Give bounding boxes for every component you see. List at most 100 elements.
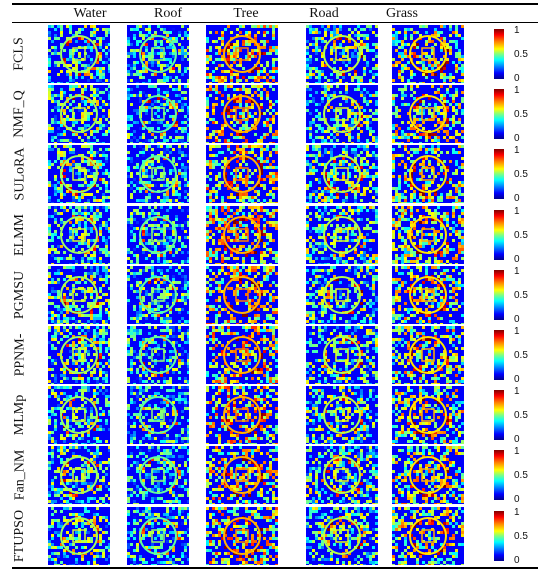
abundance-map-tree: [206, 145, 278, 204]
colorbar-tick-label: 1: [514, 506, 520, 518]
row-label-text: FTUPSO: [12, 509, 28, 562]
colorbar-tick-label: 0.5: [514, 109, 528, 121]
abundance-map-water: [48, 326, 120, 384]
abundance-map-tree: [206, 205, 278, 264]
colorbar-gradient: [494, 330, 504, 380]
abundance-map-roof: [127, 145, 199, 204]
abundance-map-grass: [392, 326, 464, 384]
abundance-map-water: [48, 25, 120, 83]
column-header-water: Water: [73, 6, 107, 21]
table-bottom-rule: [12, 567, 538, 569]
colorbar-tick-label: 0.5: [514, 169, 528, 181]
abundance-map-tree: [206, 265, 278, 324]
colorbar-gradient: [494, 149, 504, 200]
abundance-map-tree: [206, 506, 278, 565]
row-label: Fan_NM: [0, 445, 40, 505]
colorbar-tick-label: 0.5: [514, 350, 528, 361]
row-label: FTUPSO: [0, 506, 40, 566]
colorbar: 1 0.5 0: [492, 446, 550, 505]
colorbar-tick-label: 0: [514, 253, 520, 265]
colorbar-gradient: [494, 269, 504, 320]
colorbar-tick-label: 0: [514, 313, 520, 325]
colorbar-gradient: [494, 450, 504, 501]
abundance-map-water: [48, 446, 120, 505]
colorbar-gradient: [494, 209, 504, 260]
colorbar-tick-label: 0.5: [514, 49, 528, 60]
abundance-map-tree: [206, 326, 278, 384]
colorbar-tick-label: 0.5: [514, 530, 528, 542]
abundance-map-grass: [392, 265, 464, 324]
colorbar-tick-label: 1: [514, 25, 520, 36]
abundance-map-road: [306, 265, 378, 324]
abundance-map-water: [48, 386, 120, 445]
abundance-map-tree: [206, 25, 278, 83]
row-label: SULoRA: [0, 144, 40, 204]
row-label: PPNM-: [0, 325, 40, 385]
table-top-rule: [12, 3, 538, 5]
colorbar: 1 0.5 0: [492, 265, 550, 325]
column-header-road: Road: [309, 6, 339, 21]
colorbar-tick-label: 0.5: [514, 289, 528, 301]
abundance-map-roof: [127, 506, 199, 565]
colorbar-tick-label: 0: [514, 434, 520, 446]
column-header-roof: Roof: [154, 6, 182, 21]
abundance-map-tree: [206, 386, 278, 445]
abundance-map-water: [48, 85, 120, 144]
colorbar-tick-label: 0: [514, 554, 520, 566]
colorbar-tick-label: 1: [514, 265, 520, 277]
abundance-map-water: [48, 145, 120, 204]
abundance-map-tree: [206, 446, 278, 505]
abundance-map-roof: [127, 85, 199, 144]
colorbar-tick-label: 0.5: [514, 410, 528, 422]
row-label-text: PPNM-: [12, 333, 28, 377]
column-header-row: Water Roof Tree Road Grass: [0, 4, 550, 22]
colorbar: 1 0.5 0: [492, 145, 550, 205]
abundance-map-road: [306, 85, 378, 144]
abundance-map-roof: [127, 446, 199, 505]
row-label: NMF_Q: [0, 84, 40, 144]
abundance-map-roof: [127, 386, 199, 445]
abundance-map-grass: [392, 85, 464, 144]
row-label: MLMp: [0, 385, 40, 445]
colorbar-tick-label: 0.5: [514, 229, 528, 241]
colorbar-tick-label: 1: [514, 446, 520, 458]
colorbar-tick-label: 0: [514, 193, 520, 205]
colorbar: 1 0.5 0: [492, 506, 550, 566]
colorbar-tick-label: 1: [514, 326, 520, 337]
abundance-map-road: [306, 506, 378, 565]
table-header-rule: [12, 22, 538, 23]
colorbar-gradient: [494, 510, 504, 561]
abundance-map-water: [48, 506, 120, 565]
abundance-map-road: [306, 386, 378, 445]
abundance-map-roof: [127, 205, 199, 264]
colorbar: 1 0.5 0: [492, 326, 550, 385]
row-label: PGMSU: [0, 265, 40, 325]
colorbar-tick-label: 1: [514, 85, 520, 97]
abundance-map-grass: [392, 506, 464, 565]
abundance-map-grass: [392, 145, 464, 204]
row-label-text: ELMM: [12, 213, 27, 256]
row-label-text: Fan_NM: [12, 450, 27, 501]
colorbar: 1 0.5 0: [492, 206, 550, 265]
colorbar-tick-label: 0: [514, 374, 520, 385]
abundance-map-roof: [127, 265, 199, 324]
abundance-map-water: [48, 205, 120, 264]
row-label-text: PGMSU: [12, 270, 27, 319]
abundance-map-road: [306, 205, 378, 264]
abundance-map-roof: [127, 25, 199, 83]
row-label-text: NMF_Q: [12, 90, 27, 138]
row-label-text: FCLS: [12, 37, 27, 71]
abundance-map-grass: [392, 446, 464, 505]
column-header-tree: Tree: [233, 6, 259, 21]
colorbar: 1 0.5 0: [492, 386, 550, 446]
abundance-map-grass: [392, 25, 464, 83]
abundance-map-road: [306, 446, 378, 505]
abundance-map-grass: [392, 205, 464, 264]
colorbar-gradient: [494, 29, 504, 79]
row-label: ELMM: [0, 205, 40, 265]
colorbar-tick-label: 0: [514, 73, 520, 84]
colorbar-gradient: [494, 89, 504, 140]
abundance-map-grass: [392, 386, 464, 445]
abundance-map-road: [306, 25, 378, 83]
abundance-map-grid: FCLS 1 0.5 0 NMF_Q 1 0.5 0 SULoRA 1 0.5 0 ELMM 1 0.5 0 P…: [0, 24, 550, 566]
